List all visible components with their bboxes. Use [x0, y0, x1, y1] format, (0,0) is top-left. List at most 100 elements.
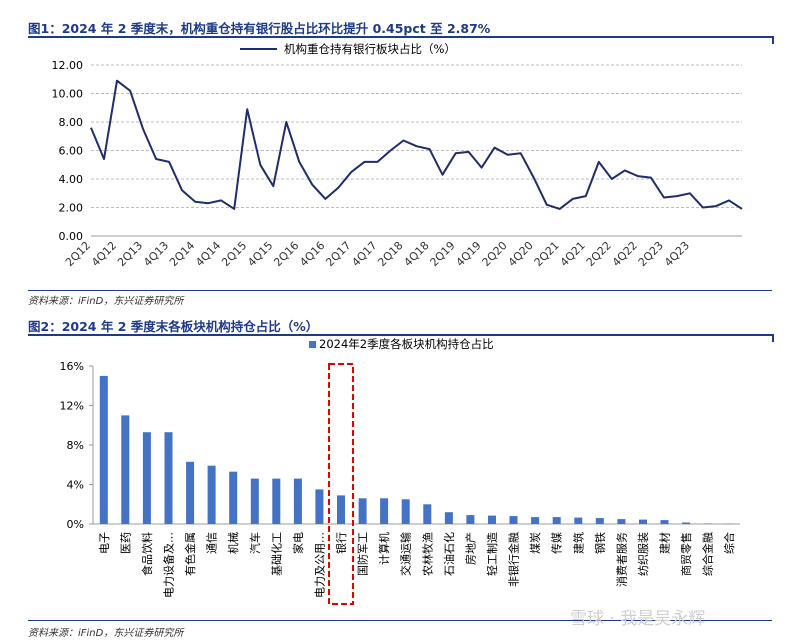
- y-tick-label: 2.00: [59, 202, 84, 215]
- bar: [207, 465, 216, 524]
- bar: [380, 498, 389, 524]
- bar: [703, 523, 712, 524]
- category-label: 传媒: [551, 532, 564, 554]
- bar: [552, 517, 561, 524]
- category-label: 电力设备及…: [161, 532, 175, 598]
- line-series: [90, 79, 743, 210]
- x-tick-label: 4Q12: [89, 239, 119, 269]
- figure-1-top-rule: [28, 36, 772, 38]
- watermark: 雪球 · 我是吴永辉: [570, 609, 706, 629]
- x-tick-label: 4Q19: [454, 239, 484, 269]
- category-label: 建材: [658, 532, 672, 554]
- x-tick-label: 2Q18: [375, 239, 405, 269]
- bar: [574, 517, 583, 524]
- bar: [423, 504, 432, 525]
- bar: [595, 518, 604, 524]
- category-label: 机械: [226, 532, 240, 554]
- category-label: 建筑: [571, 532, 585, 554]
- category-label: 轻工制造: [485, 532, 499, 576]
- x-tick-label: 2Q15: [219, 239, 249, 269]
- figure-2-top-rule: [28, 334, 772, 336]
- bar: [444, 512, 453, 524]
- x-tick-label: 2Q12: [63, 239, 93, 269]
- line-legend-label: 机构重仓持有银行板块占比（%）: [284, 42, 456, 56]
- category-label: 非银行金融: [507, 532, 521, 587]
- figure-2-corner-mark: [765, 334, 774, 342]
- bar: [272, 478, 281, 524]
- category-label: 商贸零售: [679, 532, 693, 576]
- category-label: 电子: [98, 532, 111, 554]
- bar: [164, 432, 173, 524]
- category-label: 纺织服装: [636, 532, 650, 576]
- bar: [142, 432, 151, 524]
- x-tick-label: 2Q23: [636, 239, 666, 269]
- figure-1-bottom-rule: [28, 290, 772, 291]
- bar: [358, 498, 367, 524]
- bar: [617, 519, 626, 524]
- figure-1-title: 图1：2024 年 2 季度末，机构重仓持有银行股占比环比提升 0.45pct …: [28, 21, 491, 36]
- bar: [293, 478, 302, 524]
- category-label: 综合: [722, 532, 736, 554]
- x-tick-label: 4Q15: [245, 239, 275, 269]
- category-label: 通信: [206, 532, 219, 554]
- bank-highlight-box: [328, 363, 355, 605]
- bar-legend-swatch: [309, 341, 316, 348]
- figure-1-source: 资料来源：iFinD，东兴证券研究所: [28, 296, 184, 307]
- x-tick-label: 4Q17: [349, 239, 379, 269]
- category-label: 综合金融: [701, 532, 715, 576]
- x-tick-label: 4Q23: [662, 239, 692, 269]
- bar: [466, 515, 475, 524]
- figure-1-corner-mark: [765, 36, 774, 44]
- figure-2-bottom-rule: [28, 620, 772, 621]
- bar: [315, 489, 324, 524]
- x-tick-label: 4Q22: [610, 239, 640, 269]
- x-tick-label: 2Q21: [532, 239, 562, 269]
- category-label: 国防军工: [356, 532, 370, 576]
- category-label: 基础化工: [269, 532, 283, 576]
- category-label: 煤炭: [529, 532, 542, 554]
- y-tick-label: 6.00: [59, 145, 84, 158]
- x-tick-label: 2Q20: [480, 239, 510, 269]
- x-tick-label: 4Q18: [401, 239, 431, 269]
- bar: [229, 471, 238, 524]
- category-label: 交通运输: [399, 532, 413, 576]
- y-tick-label: 4.00: [59, 173, 84, 186]
- bar: [121, 415, 130, 524]
- category-label: 医药: [119, 532, 132, 554]
- category-label: 银行: [334, 532, 348, 554]
- y-tick-label: 10.00: [52, 88, 84, 101]
- category-label: 钢铁: [594, 532, 607, 554]
- y-tick-label: 8.00: [59, 116, 84, 129]
- bar: [509, 516, 518, 524]
- x-tick-label: 2Q17: [323, 239, 353, 269]
- bar: [337, 495, 345, 524]
- x-tick-label: 2Q13: [115, 239, 145, 269]
- bar: [660, 520, 669, 524]
- y-tick-label: 16%: [60, 360, 84, 373]
- bar-legend-label: 2024年2季度各板块机构持仓占比: [319, 337, 494, 351]
- y-tick-label: 8%: [67, 439, 84, 452]
- category-label: 房地产: [463, 532, 477, 565]
- y-tick-label: 12%: [60, 400, 84, 413]
- category-label: 石油石化: [442, 532, 456, 576]
- category-label: 有色金属: [183, 532, 197, 576]
- category-label: 汽车: [248, 532, 262, 554]
- bar: [250, 478, 259, 524]
- x-tick-label: 2Q19: [428, 239, 458, 269]
- x-tick-label: 2Q22: [584, 239, 614, 269]
- x-tick-label: 4Q21: [558, 239, 588, 269]
- bar: [531, 517, 540, 524]
- category-label: 农林牧渔: [420, 532, 434, 576]
- x-tick-label: 4Q13: [141, 239, 171, 269]
- bar: [186, 461, 195, 524]
- y-tick-label: 4%: [67, 479, 84, 492]
- x-tick-label: 4Q14: [193, 239, 223, 269]
- category-label: 消费者服务: [614, 532, 628, 587]
- bar-chart: 0% 4% 8% 12% 16% 电子 医药 食品饮料 电力设备及… 有色金属 通信 机械 汽车 基础化…: [60, 337, 740, 605]
- bar: [488, 515, 496, 524]
- x-tick-label: 4Q16: [297, 239, 327, 269]
- x-tick-label: 2Q14: [167, 239, 197, 269]
- category-label: 食品饮料: [140, 532, 154, 576]
- figure-2-title: 图2：2024 年 2 季度末各板块机构持仓占比（%）: [28, 319, 319, 334]
